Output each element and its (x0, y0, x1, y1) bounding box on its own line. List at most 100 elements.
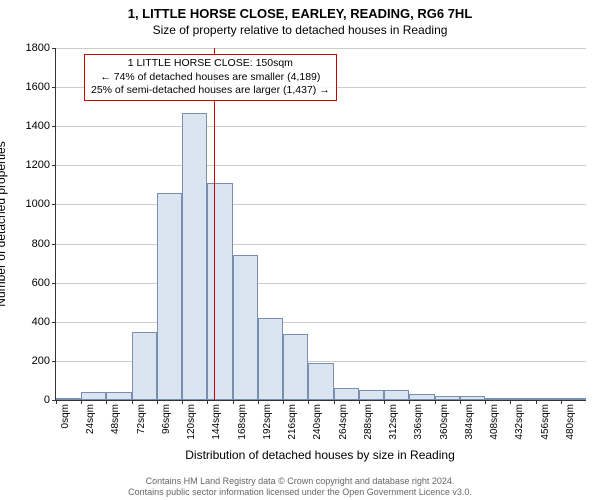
histogram-bar (561, 398, 586, 400)
xtick-label: 48sqm (110, 404, 121, 434)
histogram-bar (233, 255, 258, 400)
xtick-mark (384, 400, 385, 404)
xtick-label: 24sqm (85, 404, 96, 434)
ytick-label: 1800 (10, 42, 50, 54)
xtick-label: 144sqm (211, 404, 222, 440)
xtick-mark (409, 400, 410, 404)
xtick-mark (182, 400, 183, 404)
ytick-label: 1000 (10, 198, 50, 210)
ytick-label: 400 (10, 316, 50, 328)
histogram-bar (308, 363, 333, 400)
ytick-label: 0 (10, 394, 50, 406)
xtick-label: 192sqm (262, 404, 273, 440)
annotation-box: 1 LITTLE HORSE CLOSE: 150sqm← 74% of det… (84, 54, 337, 101)
xtick-label: 384sqm (464, 404, 475, 440)
ytick-label: 1200 (10, 159, 50, 171)
ytick-mark (52, 48, 56, 49)
annotation-line: 1 LITTLE HORSE CLOSE: 150sqm (91, 57, 330, 71)
xtick-mark (157, 400, 158, 404)
histogram-bar (132, 332, 157, 400)
xtick-mark (233, 400, 234, 404)
histogram-bar (384, 390, 409, 400)
histogram-bar (460, 396, 485, 400)
ytick-mark (52, 126, 56, 127)
xtick-label: 120sqm (186, 404, 197, 440)
chart-container: { "chart": { "type": "histogram", "title… (0, 0, 600, 500)
gridline (56, 165, 586, 166)
xtick-mark (510, 400, 511, 404)
xtick-mark (485, 400, 486, 404)
xtick-mark (536, 400, 537, 404)
plot: 0200400600800100012001400160018000sqm24s… (55, 48, 586, 401)
ytick-mark (52, 165, 56, 166)
xtick-mark (283, 400, 284, 404)
xtick-label: 432sqm (514, 404, 525, 440)
histogram-bar (283, 334, 308, 400)
histogram-bar (334, 388, 359, 400)
histogram-bar (359, 390, 384, 400)
xtick-label: 72sqm (136, 404, 147, 434)
ytick-label: 800 (10, 238, 50, 250)
footer-attribution: Contains HM Land Registry data © Crown c… (0, 476, 600, 498)
gridline (56, 48, 586, 49)
gridline (56, 322, 586, 323)
xtick-mark (132, 400, 133, 404)
x-axis-label: Distribution of detached houses by size … (55, 448, 585, 462)
ytick-mark (52, 361, 56, 362)
xtick-label: 216sqm (287, 404, 298, 440)
xtick-label: 96sqm (161, 404, 172, 434)
footer-line-1: Contains HM Land Registry data © Crown c… (0, 476, 600, 487)
histogram-bar (81, 392, 106, 400)
ytick-label: 1600 (10, 81, 50, 93)
ytick-label: 600 (10, 277, 50, 289)
xtick-label: 360sqm (439, 404, 450, 440)
histogram-bar (56, 398, 81, 400)
annotation-line: 25% of semi-detached houses are larger (… (91, 84, 330, 98)
ytick-mark (52, 283, 56, 284)
histogram-bar (106, 392, 131, 400)
histogram-bar (435, 396, 460, 400)
annotation-line: ← 74% of detached houses are smaller (4,… (91, 71, 330, 85)
xtick-mark (460, 400, 461, 404)
xtick-label: 168sqm (237, 404, 248, 440)
ytick-label: 1400 (10, 120, 50, 132)
chart-subtitle: Size of property relative to detached ho… (0, 21, 600, 37)
xtick-label: 408sqm (489, 404, 500, 440)
xtick-mark (106, 400, 107, 404)
histogram-bar (485, 398, 510, 400)
xtick-mark (308, 400, 309, 404)
ytick-mark (52, 204, 56, 205)
ytick-mark (52, 322, 56, 323)
ytick-mark (52, 87, 56, 88)
histogram-bar (207, 183, 232, 400)
xtick-label: 312sqm (388, 404, 399, 440)
histogram-bar (409, 394, 434, 400)
xtick-label: 264sqm (338, 404, 349, 440)
gridline (56, 126, 586, 127)
xtick-mark (258, 400, 259, 404)
xtick-label: 0sqm (60, 404, 71, 428)
xtick-label: 288sqm (363, 404, 374, 440)
histogram-bar (182, 113, 207, 400)
xtick-label: 240sqm (312, 404, 323, 440)
xtick-mark (207, 400, 208, 404)
xtick-label: 336sqm (413, 404, 424, 440)
xtick-mark (56, 400, 57, 404)
gridline (56, 283, 586, 284)
gridline (56, 244, 586, 245)
gridline (56, 204, 586, 205)
footer-line-2: Contains public sector information licen… (0, 487, 600, 498)
histogram-bar (157, 193, 182, 400)
histogram-bar (258, 318, 283, 400)
xtick-mark (334, 400, 335, 404)
xtick-label: 456sqm (540, 404, 551, 440)
histogram-bar (536, 398, 561, 400)
chart-title: 1, LITTLE HORSE CLOSE, EARLEY, READING, … (0, 0, 600, 21)
plot-area: 0200400600800100012001400160018000sqm24s… (55, 48, 585, 400)
xtick-mark (359, 400, 360, 404)
xtick-mark (81, 400, 82, 404)
histogram-bar (510, 398, 535, 400)
ytick-label: 200 (10, 355, 50, 367)
xtick-mark (435, 400, 436, 404)
xtick-label: 480sqm (565, 404, 576, 440)
